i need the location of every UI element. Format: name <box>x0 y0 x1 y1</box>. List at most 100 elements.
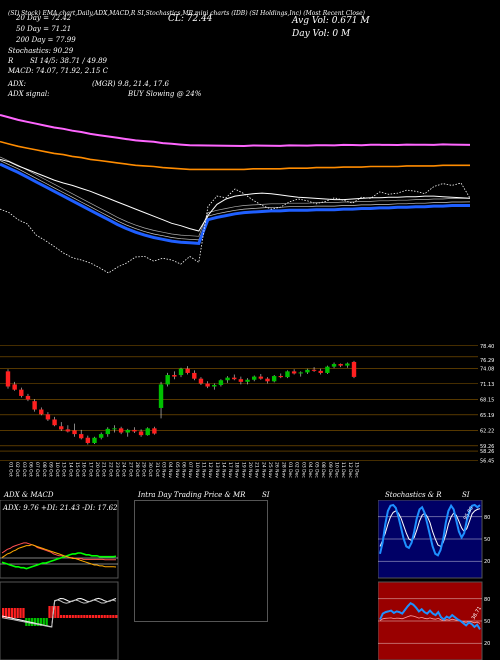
macd-hist-bar <box>68 615 71 618</box>
candle-body <box>59 426 64 430</box>
date-tick-label: 20 Oct <box>94 462 100 477</box>
macd-hist-bar <box>80 615 83 618</box>
adx-signal-label: ADX signal: <box>8 90 50 98</box>
intraday-panel-title: Intra Day Trading Price & MR <box>138 491 246 499</box>
macd-hist-bar <box>71 615 74 618</box>
candle-body <box>218 380 224 385</box>
chart-header-line: (SI) Stock) EMA chart,Daily,ADX,MACD,R S… <box>8 10 365 17</box>
candle-body <box>325 366 330 373</box>
day-vol-readout: Day Vol: 0 M <box>292 29 351 39</box>
candle-body <box>92 437 97 443</box>
candle-body <box>331 364 337 367</box>
candle-body <box>192 372 197 379</box>
adx-label: ADX: <box>8 80 27 88</box>
date-tick-label: 16 Oct <box>81 462 87 477</box>
date-tick-label: 12 Dec <box>347 462 353 478</box>
date-tick-label: 08 Oct <box>41 462 47 477</box>
candle-body <box>198 378 204 384</box>
date-tick-label: 03 Dec <box>300 462 306 478</box>
macd-hist-bar <box>57 606 60 618</box>
candle-body <box>112 428 117 430</box>
stoch-level-label: 50 <box>484 537 490 543</box>
date-tick-label: 28 Nov <box>280 462 286 478</box>
date-tick-label: 10 Oct <box>54 462 60 477</box>
date-tick-label: 22 Oct <box>107 462 113 477</box>
candle-body <box>25 395 31 400</box>
date-tick-label: 02 Dec <box>294 462 300 478</box>
stoch-level-label: 20 <box>484 559 490 565</box>
minus-di-line <box>1 542 116 561</box>
date-tick-label: 05 Dec <box>314 462 320 478</box>
macd-hist-bar <box>106 615 109 618</box>
date-tick-label: 03 Nov <box>161 462 167 478</box>
candle-body <box>311 369 317 371</box>
candle-body <box>318 370 323 373</box>
price-level-label: 56.45 <box>480 458 494 464</box>
ema-50-line <box>0 162 470 245</box>
date-tick-label: 09 Oct <box>47 462 53 477</box>
adx-values-bg <box>1 502 109 512</box>
macd-hist-bar <box>36 618 40 626</box>
date-tick-label: 13 Oct <box>61 462 67 477</box>
candle-body <box>251 376 257 380</box>
ema-200-line <box>0 140 470 171</box>
macd-hist-bar <box>89 615 92 618</box>
candle-body <box>278 376 284 378</box>
date-tick-label: 24 Nov <box>260 462 266 478</box>
stochastics-readout: Stochastics: 90.29 <box>8 47 74 55</box>
macd-hist-bar <box>13 608 16 618</box>
date-tick-label: 10 Dec <box>334 462 340 478</box>
candlestick-chart <box>5 360 357 445</box>
macd-hist-bar <box>16 608 19 618</box>
adx-panel-title: ADX & MACD <box>4 491 54 499</box>
price-dotted-line <box>0 182 471 274</box>
candle-body <box>345 363 350 366</box>
stoch-level-label: 80 <box>484 515 490 521</box>
date-tick-label: 06 Oct <box>27 462 33 477</box>
macd-hist-bar <box>103 615 106 618</box>
date-tick-label: 07 Oct <box>34 462 40 477</box>
macd-hist-bar <box>83 615 86 618</box>
macd-hist-bar <box>109 615 112 618</box>
ema200-readout: 200 Day = 77.99 <box>16 36 76 44</box>
stochastics-line <box>379 503 481 557</box>
candle-body <box>138 431 144 436</box>
macd-hist-bar <box>94 615 98 618</box>
intraday-si-title: SI <box>262 491 270 499</box>
date-tick-label: 07 Nov <box>187 462 193 478</box>
candle-body <box>265 378 270 382</box>
macd-hist-bar <box>91 615 95 618</box>
candle-body <box>338 364 343 366</box>
candle-body <box>105 428 111 435</box>
date-tick-label: 14 Nov <box>220 462 226 478</box>
macd-hist-bar <box>48 606 51 618</box>
candle-body <box>85 437 91 443</box>
date-tick-label: 04 Nov <box>167 462 173 478</box>
upper-band-line <box>0 114 471 148</box>
candle-body <box>245 379 250 382</box>
date-tick-label: 20 Nov <box>247 462 253 478</box>
macd-hist-bar <box>2 608 5 618</box>
candle-body <box>118 428 124 433</box>
ema-chart <box>0 114 471 274</box>
macd-hist-bar <box>86 615 89 618</box>
candle-body <box>185 368 190 373</box>
candle-body <box>298 372 303 374</box>
date-tick-label: 03 Oct <box>21 462 27 477</box>
macd-hist-bar <box>19 608 22 618</box>
candle-body <box>65 429 71 432</box>
stoch-panel-title: Stochastics & R <box>385 491 442 499</box>
macd-hist-bar <box>60 615 63 618</box>
price-level-label: 78.40 <box>480 344 494 350</box>
price-level-label: 59.26 <box>480 444 494 450</box>
candle-body <box>285 371 290 378</box>
plus-di-line <box>1 552 117 570</box>
date-tick-label: 10 Nov <box>194 462 200 478</box>
date-tick-label: 11 Dec <box>340 462 346 478</box>
si-line <box>379 601 481 630</box>
date-tick-label: 28 Oct <box>134 462 140 477</box>
date-tick-label: 31 Oct <box>154 462 160 477</box>
si-level-label: 80 <box>484 597 490 603</box>
candle-body <box>19 389 24 396</box>
ema50-readout: 50 Day = 71.21 <box>16 25 72 33</box>
